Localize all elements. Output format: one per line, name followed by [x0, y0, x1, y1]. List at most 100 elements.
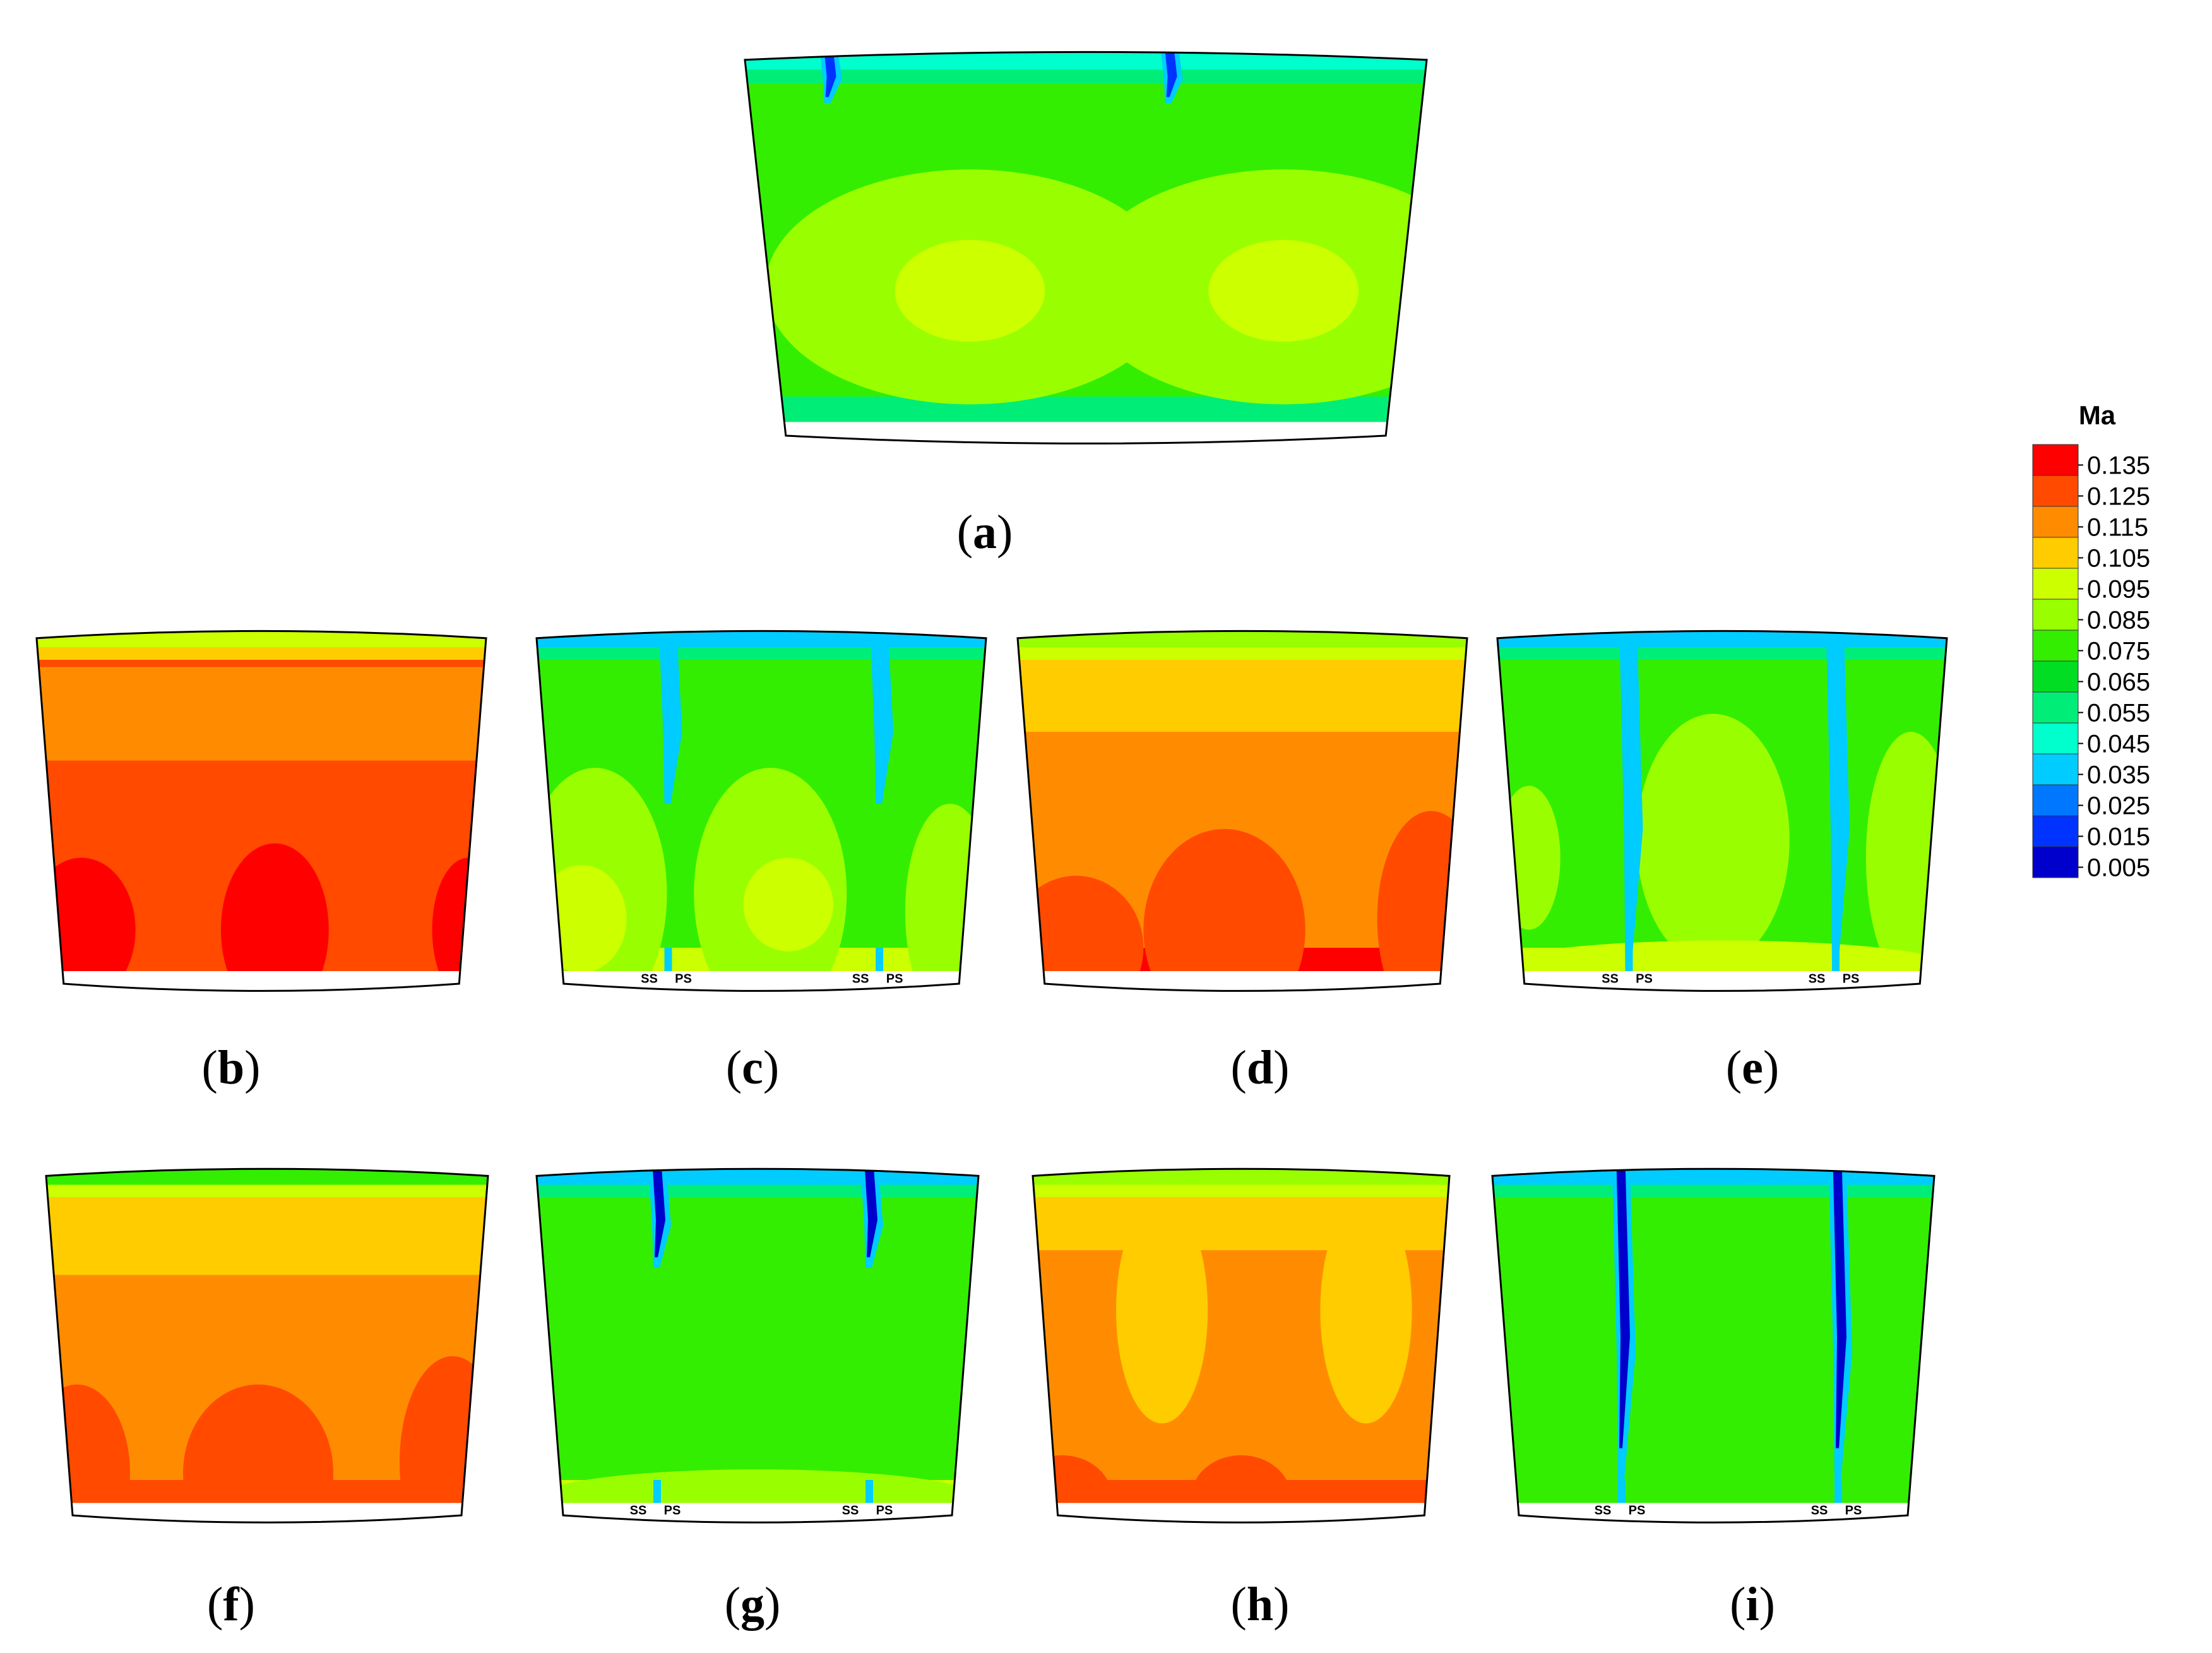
mach-colorbar-legend: Ma 0.135 0.125 0.115 0.105 0.095 0.085 0.075 0.0…	[2032, 400, 2150, 882]
contour-background	[1492, 1169, 1934, 1523]
contour-panel-e: SS PS SS PS (e)	[1496, 630, 1948, 1094]
colorbar-swatch	[2032, 537, 2079, 569]
blade-side-label: PS	[886, 972, 903, 986]
panel-outline	[45, 1167, 489, 1524]
contour-zone	[743, 857, 833, 952]
blade-wake-core	[1163, 52, 1177, 97]
colorbar-swatch	[2032, 475, 2079, 507]
blade-side-label: PS	[1843, 972, 1860, 986]
contour-zone	[46, 1193, 488, 1275]
blade-wake-core	[651, 1169, 665, 1258]
colorbar-tick-label: 0.035	[2087, 761, 2150, 789]
contour-zone	[537, 864, 627, 973]
hub-strip	[537, 971, 986, 991]
colorbar-tick-label: 0.045	[2087, 731, 2150, 758]
contour-top-band	[1033, 1169, 1449, 1185]
panel-outline	[1496, 630, 1948, 992]
panel-label-d: (d)	[1231, 1041, 1290, 1094]
panel-label-i: (i)	[1730, 1578, 1775, 1631]
contour-zone	[1377, 811, 1467, 991]
colorbar-swatch	[2032, 691, 2079, 724]
hub-strip	[537, 1503, 978, 1523]
colorbar-swatch	[2032, 506, 2079, 538]
blade-side-label: SS	[842, 1503, 859, 1517]
contour-top-band	[46, 1169, 488, 1197]
hub-strip	[745, 422, 1427, 444]
blade-wake-core	[1830, 631, 1844, 932]
colorbar-tick-label: 0.015	[2087, 823, 2150, 851]
colorbar-swatch	[2032, 815, 2079, 847]
panel-label-f: (f)	[207, 1578, 255, 1631]
contour-zone	[1143, 828, 1305, 991]
blade-wake-core	[822, 52, 836, 97]
contour-zone	[905, 804, 986, 991]
hub-strip	[1018, 971, 1467, 991]
colorbar-swatch	[2032, 630, 2079, 662]
colorbar-swatch	[2032, 568, 2079, 600]
contour-panel-f: (f)	[45, 1167, 489, 1631]
panel-label-g: (g)	[725, 1578, 781, 1631]
panel-label-b: (b)	[202, 1041, 261, 1094]
contour-panel-b: (b)	[35, 630, 487, 1094]
contour-zone	[1865, 732, 1947, 984]
contour-top-band	[37, 631, 486, 660]
contour-top-band	[745, 52, 1427, 70]
contour-panel-a: (a)	[744, 51, 1428, 559]
panel-label-c: (c)	[726, 1041, 779, 1094]
colorbar-tick-label: 0.055	[2087, 700, 2150, 727]
contour-zone	[400, 1356, 488, 1523]
colorbar-tick-label: 0.085	[2087, 607, 2150, 635]
colorbar-swatch	[2032, 753, 2079, 785]
contour-zone	[1320, 1197, 1412, 1424]
colorbar-swatch	[2032, 599, 2079, 631]
colorbar-title: Ma	[2079, 400, 2116, 430]
contour-top-band	[537, 631, 986, 648]
contour-zone	[46, 1384, 130, 1523]
contour-panel-h: (h)	[1032, 1167, 1451, 1631]
colorbar-tick-label: 0.095	[2087, 576, 2150, 604]
blade-wake-core	[1623, 631, 1638, 932]
blade-side-label: PS	[675, 972, 692, 986]
hub-strip	[1492, 1503, 1934, 1523]
colorbar-tick-label: 0.005	[2087, 854, 2150, 882]
contour-zone	[1191, 1455, 1292, 1523]
contour-panel-i: SS PS SS PS (i)	[1491, 1167, 1936, 1631]
panel-outline	[535, 1167, 980, 1524]
blade-side-label: SS	[1809, 972, 1826, 986]
contour-top-band	[537, 631, 986, 660]
colorbar-tick-label: 0.065	[2087, 669, 2150, 696]
panel-label-h: (h)	[1231, 1578, 1290, 1631]
contour-panel-d: (d)	[1016, 630, 1468, 1094]
contour-zone	[183, 1384, 333, 1523]
blade-side-label: PS	[1636, 972, 1653, 986]
hub-strip	[37, 971, 486, 991]
colorbar-tick-label: 0.025	[2087, 792, 2150, 820]
contour-top-band	[537, 1169, 978, 1185]
contour-top-band	[46, 1169, 488, 1185]
contour-top-band	[1018, 631, 1467, 660]
blade-wake-core	[864, 1169, 877, 1258]
contour-zone	[1208, 240, 1359, 342]
blade-side-label: PS	[1845, 1503, 1862, 1517]
blade-side-label: SS	[1811, 1503, 1828, 1517]
colorbar-swatch	[2032, 444, 2079, 476]
contour-zone	[1033, 1455, 1112, 1523]
blade-side-label: SS	[852, 972, 869, 986]
hub-strip	[1497, 971, 1947, 991]
blade-side-label: PS	[1629, 1503, 1646, 1517]
contour-panels: (a)(b)SS PS SS PS(c) (d)SS PS SS PS(e)(f)SS PS SS…	[35, 51, 1948, 1631]
contour-top-band	[537, 1169, 978, 1197]
colorbar-tick-label: 0.125	[2087, 483, 2150, 511]
hub-strip	[1033, 1503, 1449, 1523]
colorbar-swatch	[2032, 784, 2079, 816]
blade-side-label: PS	[876, 1503, 893, 1517]
contour-zone	[895, 240, 1045, 342]
contour-top-band	[1018, 631, 1467, 648]
panel-label-e: (e)	[1726, 1041, 1779, 1094]
panel-outline	[1016, 630, 1468, 992]
blade-wake-core	[662, 631, 677, 786]
contour-zone	[1497, 785, 1561, 930]
colorbar-tick-label: 0.115	[2087, 514, 2148, 542]
contour-top-band	[1033, 1169, 1449, 1197]
